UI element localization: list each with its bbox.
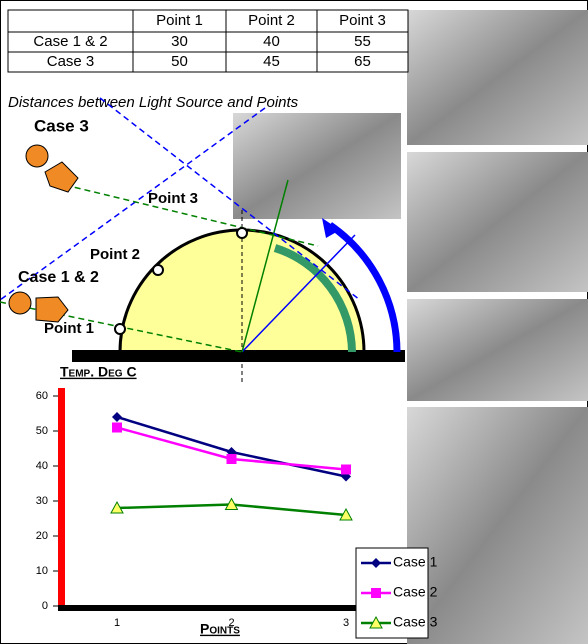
- y-tick-label: 40: [36, 460, 48, 472]
- table-border: [7, 9, 409, 73]
- dashed-ray: [0, 107, 266, 301]
- legend-label: Case 2: [393, 584, 438, 600]
- photo: [407, 152, 588, 292]
- marker: [369, 615, 383, 629]
- x-axis-label: Points: [200, 621, 240, 637]
- table-cell: 30: [171, 33, 188, 50]
- marker: [339, 507, 353, 521]
- point-marker: [152, 264, 164, 276]
- x-tick-label: 3: [343, 617, 349, 629]
- dashed-ray: [99, 97, 361, 301]
- y-tick-label: 0: [42, 600, 48, 612]
- y-tick-label: 10: [36, 565, 48, 577]
- table-cell: 40: [263, 33, 280, 50]
- marker: [112, 412, 122, 422]
- chart: Temp. Deg C Points 0 10 20 30 40 50 60 1 2 3 Case …: [36, 364, 438, 639]
- lamp: [25, 144, 49, 168]
- table-cell: Case 3: [47, 53, 95, 70]
- table-cell: 45: [263, 53, 280, 70]
- lamp: [8, 291, 32, 315]
- label: Case 1 & 2: [18, 269, 99, 286]
- lamp-body: [35, 296, 69, 323]
- point-marker: [236, 227, 248, 239]
- table-cell: 55: [354, 33, 371, 50]
- marker: [224, 497, 239, 510]
- y-tick-label: 20: [36, 530, 48, 542]
- marker: [112, 422, 122, 433]
- y-axis-label: Temp. Deg C: [60, 364, 137, 380]
- table-cell: Case 1 & 2: [33, 33, 107, 50]
- table-cell: 65: [354, 53, 371, 70]
- point-marker: [114, 323, 126, 335]
- table-header: Point 2: [248, 12, 295, 29]
- x-tick-label: 2: [228, 617, 234, 629]
- marker: [110, 500, 124, 514]
- photo-logger: [233, 113, 401, 219]
- label: Point 3: [148, 190, 198, 207]
- table-header: Point 1: [156, 12, 203, 29]
- legend-label: Case 1: [393, 554, 438, 570]
- dashed-ray: [64, 184, 319, 247]
- arrow: [322, 218, 340, 238]
- ray: [241, 179, 289, 353]
- table-cell: 50: [171, 53, 188, 70]
- marker: [371, 588, 381, 598]
- marker: [226, 454, 237, 464]
- x-tick-label: 1: [114, 617, 120, 629]
- photo: [407, 407, 588, 644]
- photo: [407, 10, 588, 145]
- ray: [241, 234, 356, 353]
- diagram: Case 3 Point 3 Point 2 Case 1 & 2 Point …: [0, 97, 405, 385]
- x-axis-bar: [58, 605, 403, 611]
- y-axis-bar: [58, 388, 65, 610]
- y-tick-label: 60: [36, 390, 48, 402]
- table-caption: Distances between Light Source and Point…: [8, 94, 299, 111]
- table: Point 1 Point 2 Point 3 Case 1 & 2 30 40 55 Cas…: [7, 9, 409, 73]
- y-tick-label: 50: [36, 425, 48, 437]
- y-tick-label: 30: [36, 495, 48, 507]
- marker: [341, 464, 351, 475]
- green-arc: [273, 244, 356, 353]
- base: [72, 350, 405, 362]
- label: Point 1: [44, 320, 94, 337]
- photo: [407, 299, 588, 401]
- label: Case 3: [34, 116, 89, 135]
- marker: [371, 558, 381, 568]
- blue-arc: [328, 222, 401, 353]
- legend-label: Case 3: [393, 614, 438, 630]
- lamp-body: [44, 161, 79, 193]
- label: Point 2: [90, 246, 140, 263]
- table-header: Point 3: [339, 12, 386, 29]
